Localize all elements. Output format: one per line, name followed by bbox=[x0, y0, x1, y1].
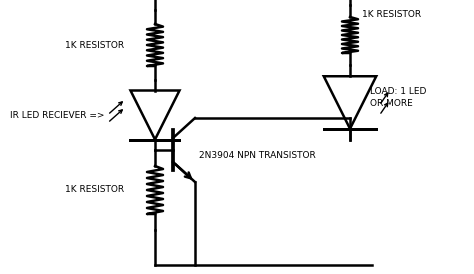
Text: 1K RESISTOR: 1K RESISTOR bbox=[65, 41, 124, 50]
Text: 1K RESISTOR: 1K RESISTOR bbox=[65, 185, 124, 195]
Text: LOAD: 1 LED
OR MORE: LOAD: 1 LED OR MORE bbox=[370, 87, 427, 108]
Text: 1K RESISTOR: 1K RESISTOR bbox=[362, 10, 421, 19]
Text: IR LED RECIEVER =>: IR LED RECIEVER => bbox=[10, 110, 104, 119]
Text: 2N3904 NPN TRANSISTOR: 2N3904 NPN TRANSISTOR bbox=[199, 150, 316, 159]
